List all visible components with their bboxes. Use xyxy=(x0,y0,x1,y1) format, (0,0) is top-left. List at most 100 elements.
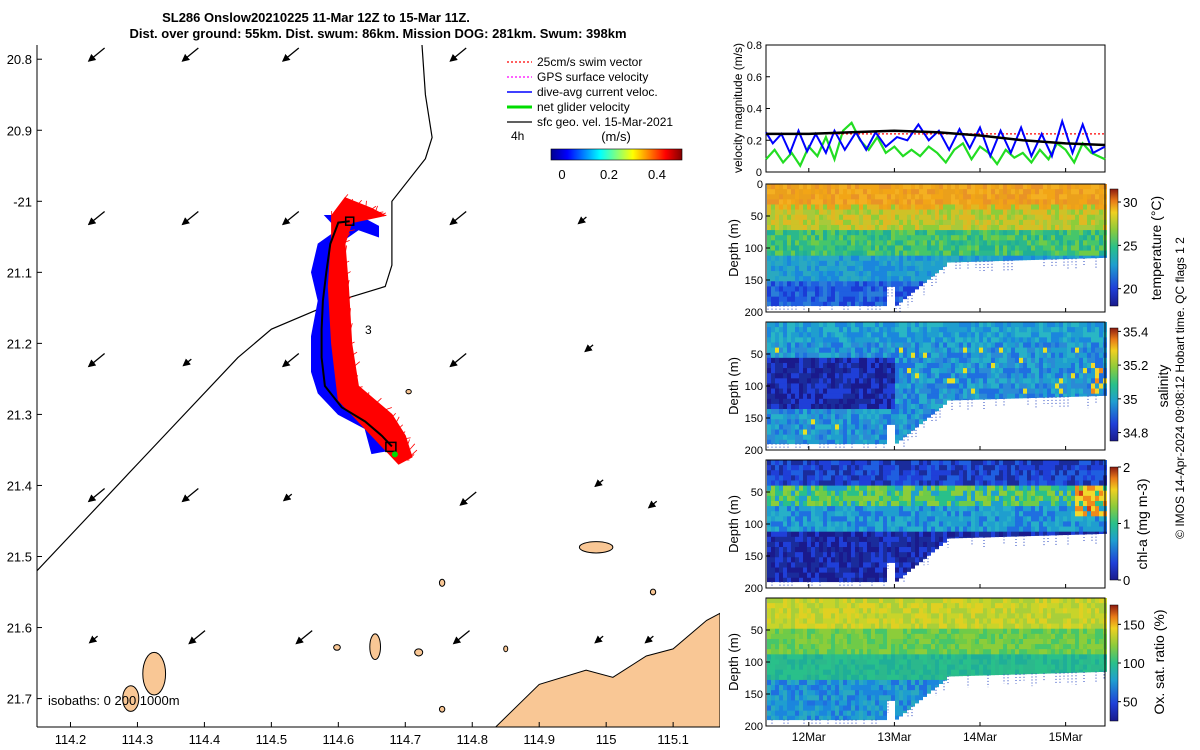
section-cell xyxy=(951,495,955,502)
section-cell xyxy=(903,475,907,481)
section-cell xyxy=(1011,240,1015,246)
swim-vector-stroke xyxy=(330,319,336,322)
section-cell xyxy=(927,194,931,200)
section-cell xyxy=(871,403,875,410)
section-cell xyxy=(767,265,771,272)
section-cell xyxy=(883,424,887,431)
section-cell xyxy=(1087,214,1091,221)
section-cell xyxy=(1071,250,1075,257)
section-cell xyxy=(863,409,867,415)
section-cell xyxy=(819,403,823,410)
section-cell xyxy=(783,296,787,303)
section-cell xyxy=(1091,362,1095,369)
section-cell xyxy=(855,337,859,343)
section-cell xyxy=(999,373,1003,379)
section-cell xyxy=(827,388,831,395)
section-cell xyxy=(975,255,979,262)
section-cell xyxy=(1055,255,1059,260)
section-cell xyxy=(1027,500,1031,507)
section-cell xyxy=(923,547,927,553)
section-cell xyxy=(855,189,859,195)
section-cell xyxy=(975,199,979,205)
section-cell xyxy=(787,260,791,267)
section-cell xyxy=(911,500,915,507)
section-cell xyxy=(843,281,847,287)
section-cell xyxy=(995,224,999,231)
section-cell xyxy=(887,332,891,338)
section-cell xyxy=(891,460,895,466)
section-cell xyxy=(939,388,943,395)
section-cell xyxy=(971,352,975,359)
section-cell xyxy=(891,414,895,420)
section-cell xyxy=(999,516,1003,522)
section-cell xyxy=(919,347,923,354)
section-cell xyxy=(987,189,991,195)
section-cell xyxy=(771,547,775,553)
section-cell xyxy=(907,516,911,522)
section-cell xyxy=(991,465,995,471)
section-cell xyxy=(879,465,883,471)
section-cell xyxy=(851,485,855,492)
section-cell xyxy=(843,362,847,369)
section-cell xyxy=(963,245,967,252)
section-cell xyxy=(951,475,955,481)
section-cell xyxy=(891,271,895,277)
section-cell xyxy=(799,352,803,359)
section-cell xyxy=(899,199,903,205)
section-cell xyxy=(799,531,803,538)
section-cell xyxy=(1003,465,1007,471)
section-cell xyxy=(1003,485,1007,492)
section-cell xyxy=(839,419,843,425)
section-cell xyxy=(1079,189,1083,195)
section-cell xyxy=(903,547,907,553)
section-cell xyxy=(767,255,771,262)
section-cell xyxy=(991,250,995,257)
section-cell xyxy=(823,388,827,395)
section-cell xyxy=(955,373,959,379)
section-cell xyxy=(891,189,895,195)
section-cell xyxy=(771,562,775,569)
section-cell xyxy=(923,194,927,200)
section-cell xyxy=(775,485,779,492)
swim-vector-stroke xyxy=(393,454,399,460)
section-cell xyxy=(839,286,843,293)
section-cell xyxy=(919,337,923,343)
section-cell xyxy=(995,362,999,369)
section-cell xyxy=(939,224,943,231)
section-cell xyxy=(767,327,771,333)
section-cell xyxy=(811,460,815,466)
section-cell xyxy=(979,521,983,528)
section-cell xyxy=(867,327,871,333)
section-cell xyxy=(851,189,855,195)
section-cell xyxy=(779,204,783,211)
section-cell xyxy=(787,209,791,216)
section-cell xyxy=(859,521,863,528)
section-cell xyxy=(883,240,887,246)
section-cell xyxy=(795,276,799,282)
section-cell xyxy=(1075,378,1079,384)
section-cell xyxy=(995,475,999,481)
section-cell xyxy=(1067,189,1071,195)
section-cell xyxy=(875,291,879,298)
section-cell xyxy=(951,332,955,338)
section-cell xyxy=(939,378,943,384)
section-cell xyxy=(987,184,991,190)
section-cell xyxy=(879,506,883,512)
section-cell xyxy=(1019,199,1023,205)
section-cell xyxy=(787,194,791,200)
section-cell xyxy=(807,322,811,328)
section-cell xyxy=(907,485,911,492)
section-cell xyxy=(855,260,859,267)
section-cell xyxy=(1023,250,1027,257)
section-cell xyxy=(907,547,911,553)
section-cell xyxy=(991,184,995,190)
section-cell xyxy=(991,255,995,262)
section-cell xyxy=(771,337,775,343)
section-cell xyxy=(803,301,807,307)
section-cell xyxy=(1055,352,1059,359)
section-cell xyxy=(999,480,1003,487)
section-cell xyxy=(971,224,975,231)
section-cell xyxy=(787,189,791,195)
section-cell xyxy=(979,219,983,226)
section-cell xyxy=(815,414,819,420)
